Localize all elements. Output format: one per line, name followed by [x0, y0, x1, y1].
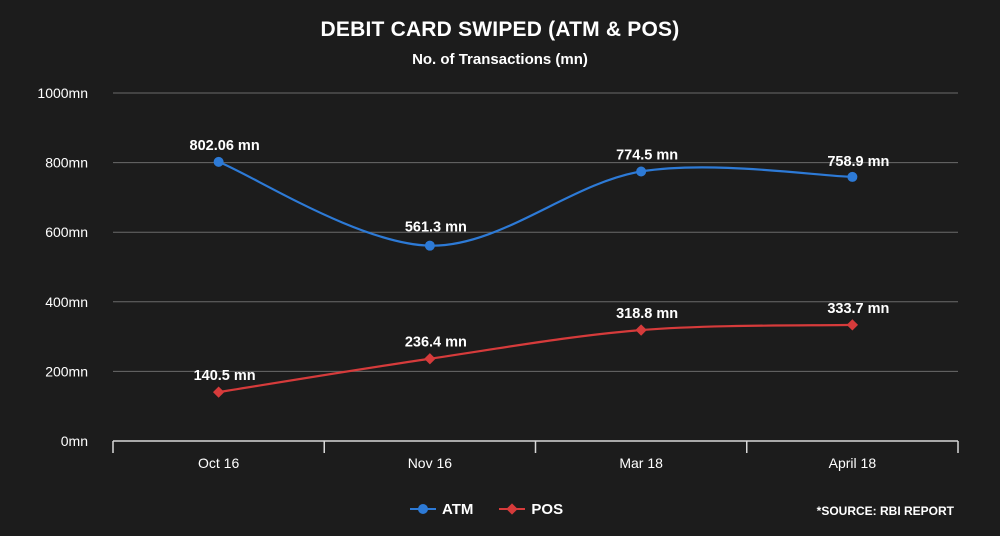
data-point-atm — [424, 240, 435, 251]
chart-legend: ATM POS — [410, 497, 563, 521]
y-tick-label: 0mn — [61, 433, 88, 449]
y-tick-label: 400mn — [45, 294, 88, 310]
data-label-pos: 318.8 mn — [616, 306, 678, 322]
y-tick-label: 200mn — [45, 363, 88, 379]
series-line-atm — [218, 160, 853, 247]
legend-pos-marker-icon — [499, 502, 526, 516]
data-label-atm: 561.3 mn — [405, 220, 467, 236]
x-tick-label: Mar 18 — [619, 455, 663, 471]
series-line-pos — [218, 323, 853, 394]
legend-pos-label: POS — [531, 500, 564, 518]
legend-item-pos: POS — [499, 501, 563, 518]
data-point-atm — [213, 156, 224, 167]
data-label-pos: 333.7 mn — [827, 301, 889, 317]
legend-item-atm: ATM — [410, 501, 473, 518]
x-tick-label: April 18 — [829, 455, 877, 471]
x-tick-label: Oct 16 — [198, 455, 239, 471]
chart-subtitle: No. of Transactions (mn) — [412, 51, 588, 68]
data-label-atm: 802.06 mn — [190, 138, 260, 154]
data-point-pos — [846, 319, 859, 331]
data-point-pos — [212, 386, 225, 398]
data-label-pos: 236.4 mn — [405, 335, 467, 351]
data-point-pos — [635, 324, 647, 336]
y-tick-label: 800mn — [45, 155, 88, 171]
data-label-atm: 758.9 mn — [827, 154, 889, 170]
y-tick-label: 1000mn — [37, 85, 88, 101]
y-tick-label: 600mn — [45, 224, 88, 240]
data-label-atm: 774.5 mn — [616, 147, 678, 163]
data-label-pos: 140.5 mn — [194, 368, 256, 384]
data-point-atm — [636, 166, 647, 177]
legend-atm-marker-icon — [410, 502, 436, 516]
chart-title: DEBIT CARD SWIPED (ATM & POS) — [320, 18, 680, 41]
x-tick-label: Nov 16 — [408, 455, 453, 471]
data-point-atm — [847, 171, 858, 182]
data-point-pos — [424, 353, 436, 365]
source-note: *SOURCE: RBI REPORT — [816, 504, 954, 518]
legend-atm-label: ATM — [442, 500, 474, 518]
